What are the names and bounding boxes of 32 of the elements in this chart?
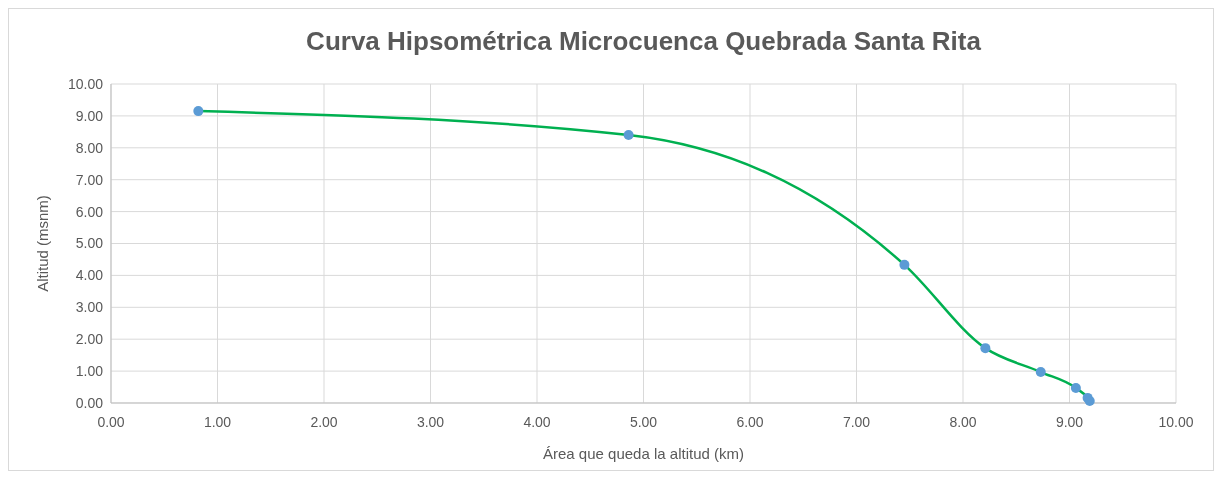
x-tick-label: 4.00 [523, 414, 551, 430]
x-tick-label: 9.00 [1055, 414, 1084, 430]
point [980, 343, 991, 354]
x-tick-label: 3.00 [416, 414, 445, 430]
x-tick-label: 7.00 [842, 414, 871, 430]
x-tick-label: 8.00 [949, 414, 977, 430]
point [1035, 367, 1046, 378]
chart-title: Curva Hipsométrica Microcuenca Quebrada Santa Rita [306, 26, 982, 56]
y-tick-label: 4.00 [75, 267, 104, 284]
y-tick-label: 7.00 [75, 171, 104, 188]
x-tick-label: 5.00 [629, 414, 658, 430]
y-tick-label: 8.00 [75, 139, 104, 156]
x-tick-label: 6.00 [736, 414, 764, 430]
x-tick-label: 0.00 [97, 414, 125, 430]
point [1070, 383, 1081, 394]
y-tick-label: 10.00 [67, 75, 104, 92]
y-tick-label: 0.00 [75, 394, 104, 411]
y-tick-label: 1.00 [75, 363, 104, 379]
point [899, 259, 910, 270]
x-tick-label: 1.00 [203, 414, 232, 430]
y-tick-label: 5.00 [75, 235, 104, 252]
point [623, 130, 634, 141]
point [193, 106, 204, 117]
x-tick-label: 2.00 [310, 414, 338, 430]
x-axis-title: Área que queda la altitud (km) [543, 445, 744, 462]
point [1084, 396, 1095, 407]
y-tick-label: 2.00 [75, 331, 104, 348]
y-tick-label: 3.00 [75, 299, 104, 316]
y-axis-title: Altitud (msnm) [34, 195, 51, 292]
y-tick-label: 6.00 [75, 203, 104, 220]
x-tick-label: 10.00 [1158, 414, 1194, 430]
y-tick-label: 9.00 [75, 107, 104, 124]
